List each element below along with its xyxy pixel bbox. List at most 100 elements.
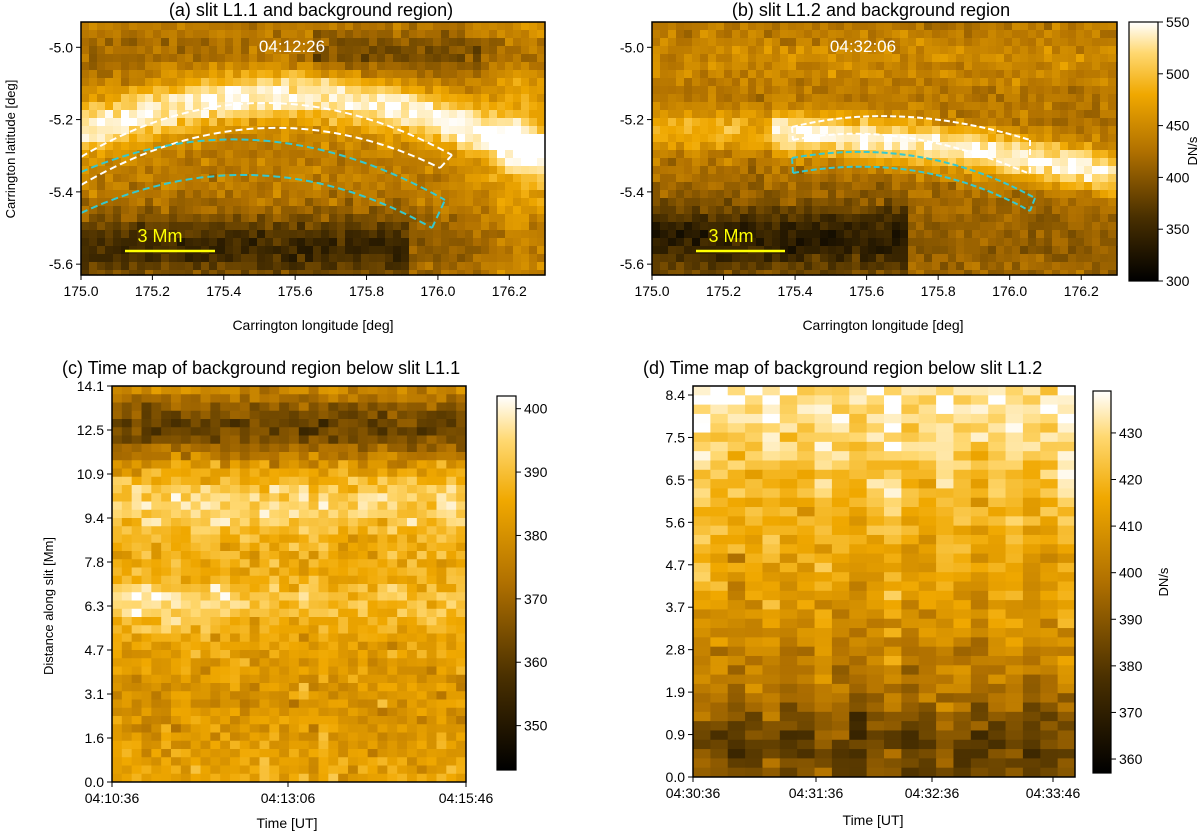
panel-a-pixel — [521, 270, 530, 276]
panel-c-pixel — [426, 534, 437, 544]
panel-b-pixel — [1084, 86, 1093, 95]
panel-b-pixel — [1036, 94, 1045, 103]
panel-b-pixel — [748, 198, 757, 207]
panel-c-pixel — [230, 394, 241, 403]
panel-b-pixel — [708, 150, 717, 159]
panel-c-pixel — [259, 542, 270, 552]
panel-c-pixel — [377, 617, 388, 626]
panel-a-pixel — [337, 246, 346, 255]
panel-a-pixel — [417, 78, 426, 87]
panel-c-pixel — [200, 518, 211, 527]
panel-a-pixel — [297, 134, 306, 143]
panel-a-axes: 175.0 175.2 175.4 175.6 175.8 176.0 176.2-5.0-… — [49, 39, 527, 299]
panel-a-pixel — [537, 174, 546, 183]
panel-a-pixel — [129, 22, 138, 31]
panel-c-pixel — [456, 575, 467, 585]
panel-a-pixel — [305, 262, 314, 271]
panel-c-pixel — [426, 435, 437, 445]
panel-a-pixel — [497, 30, 506, 39]
panel-b-pixel — [724, 254, 733, 263]
panel-b-pixel — [1012, 142, 1021, 151]
panel-b-pixel — [972, 86, 981, 95]
panel-a-pixel — [353, 150, 362, 159]
panel-b-pixel — [676, 246, 685, 255]
panel-a-pixel — [513, 54, 522, 63]
panel-a-pixel — [369, 86, 378, 95]
panel-c-pixel — [407, 526, 418, 535]
panel-a-pixel — [337, 142, 346, 151]
panel-a-pixel — [529, 262, 538, 271]
panel-a-pixel — [377, 102, 386, 111]
panel-a-pixel — [249, 118, 258, 127]
panel-c-pixel — [338, 575, 349, 585]
panel-b-pixel — [788, 30, 797, 39]
panel-a-pixel — [497, 198, 506, 207]
panel-c-pixel — [131, 485, 142, 494]
panel-a-pixel — [393, 78, 402, 87]
panel-c-pixel — [220, 518, 231, 527]
panel-a-pixel — [169, 70, 178, 79]
panel-b-pixel — [1092, 110, 1101, 119]
y-tick-label: -5.6 — [49, 256, 73, 272]
panel-a-pixel — [401, 70, 410, 79]
x-tick-label: 175.4 — [206, 283, 241, 299]
panel-c-pixel — [446, 526, 457, 535]
panel-a-pixel — [145, 206, 154, 215]
panel-c-pixel — [161, 509, 172, 519]
panel-a-pixel — [313, 54, 322, 63]
panel-b-pixel — [836, 78, 845, 87]
panel-b-pixel — [1100, 38, 1109, 47]
panel-b-pixel — [740, 158, 749, 167]
panel-a-pixel — [417, 30, 426, 39]
panel-b-pixel — [980, 206, 989, 215]
panel-b-pixel — [1052, 22, 1061, 31]
panel-b-pixel — [972, 150, 981, 159]
panel-b-pixel — [836, 190, 845, 199]
panel-a-pixel — [281, 158, 290, 167]
panel-a-pixel — [529, 198, 538, 207]
panel-a-pixel — [433, 22, 442, 31]
panel-a-pixel — [537, 110, 546, 119]
panel-b-pixel — [1012, 94, 1021, 103]
panel-a-pixel — [121, 86, 130, 95]
panel-c-pixel — [387, 468, 398, 478]
panel-b-pixel — [868, 206, 877, 215]
panel-a-pixel — [177, 22, 186, 31]
panel-c-pixel — [367, 419, 378, 428]
panel-a-pixel — [465, 70, 474, 79]
panel-b-pixel — [764, 78, 773, 87]
panel-c-pixel — [328, 518, 339, 527]
panel-b-pixel — [844, 142, 853, 151]
panel-b-pixel — [732, 102, 741, 111]
panel-b-pixel — [852, 102, 861, 111]
panel-c-pixel — [367, 452, 378, 461]
panel-b-pixel — [892, 70, 901, 79]
panel-b-pixel — [1012, 38, 1021, 47]
panel-a-pixel — [361, 182, 370, 191]
panel-b-pixel — [788, 86, 797, 95]
panel-a-pixel — [233, 206, 242, 215]
panel-a-pixel — [353, 78, 362, 87]
panel-b-slit-region — [791, 115, 1031, 175]
panel-b-pixel — [1092, 214, 1101, 223]
panel-c-pixel — [131, 542, 142, 552]
panel-a-pixel — [137, 198, 146, 207]
panel-b-pixel — [660, 206, 669, 215]
panel-c-pixel — [190, 518, 201, 527]
panel-a-pixel — [265, 86, 274, 95]
panel-a-pixel — [121, 270, 130, 276]
panel-a-pixel — [177, 30, 186, 39]
panel-b-pixel — [1012, 22, 1021, 31]
panel-a-pixel — [161, 118, 170, 127]
panel-b-pixel — [868, 142, 877, 151]
panel-a-pixel — [473, 102, 482, 111]
panel-b-pixel — [1028, 166, 1037, 175]
panel-a-pixel — [425, 142, 434, 151]
panel-b-pixel — [892, 182, 901, 191]
panel-b-pixel — [1036, 262, 1045, 271]
panel-b-pixel — [956, 222, 965, 231]
panel-b-pixel — [988, 182, 997, 191]
panel-a-pixel — [489, 174, 498, 183]
panel-b-pixel — [1100, 70, 1109, 79]
panel-b-pixel — [860, 174, 869, 183]
